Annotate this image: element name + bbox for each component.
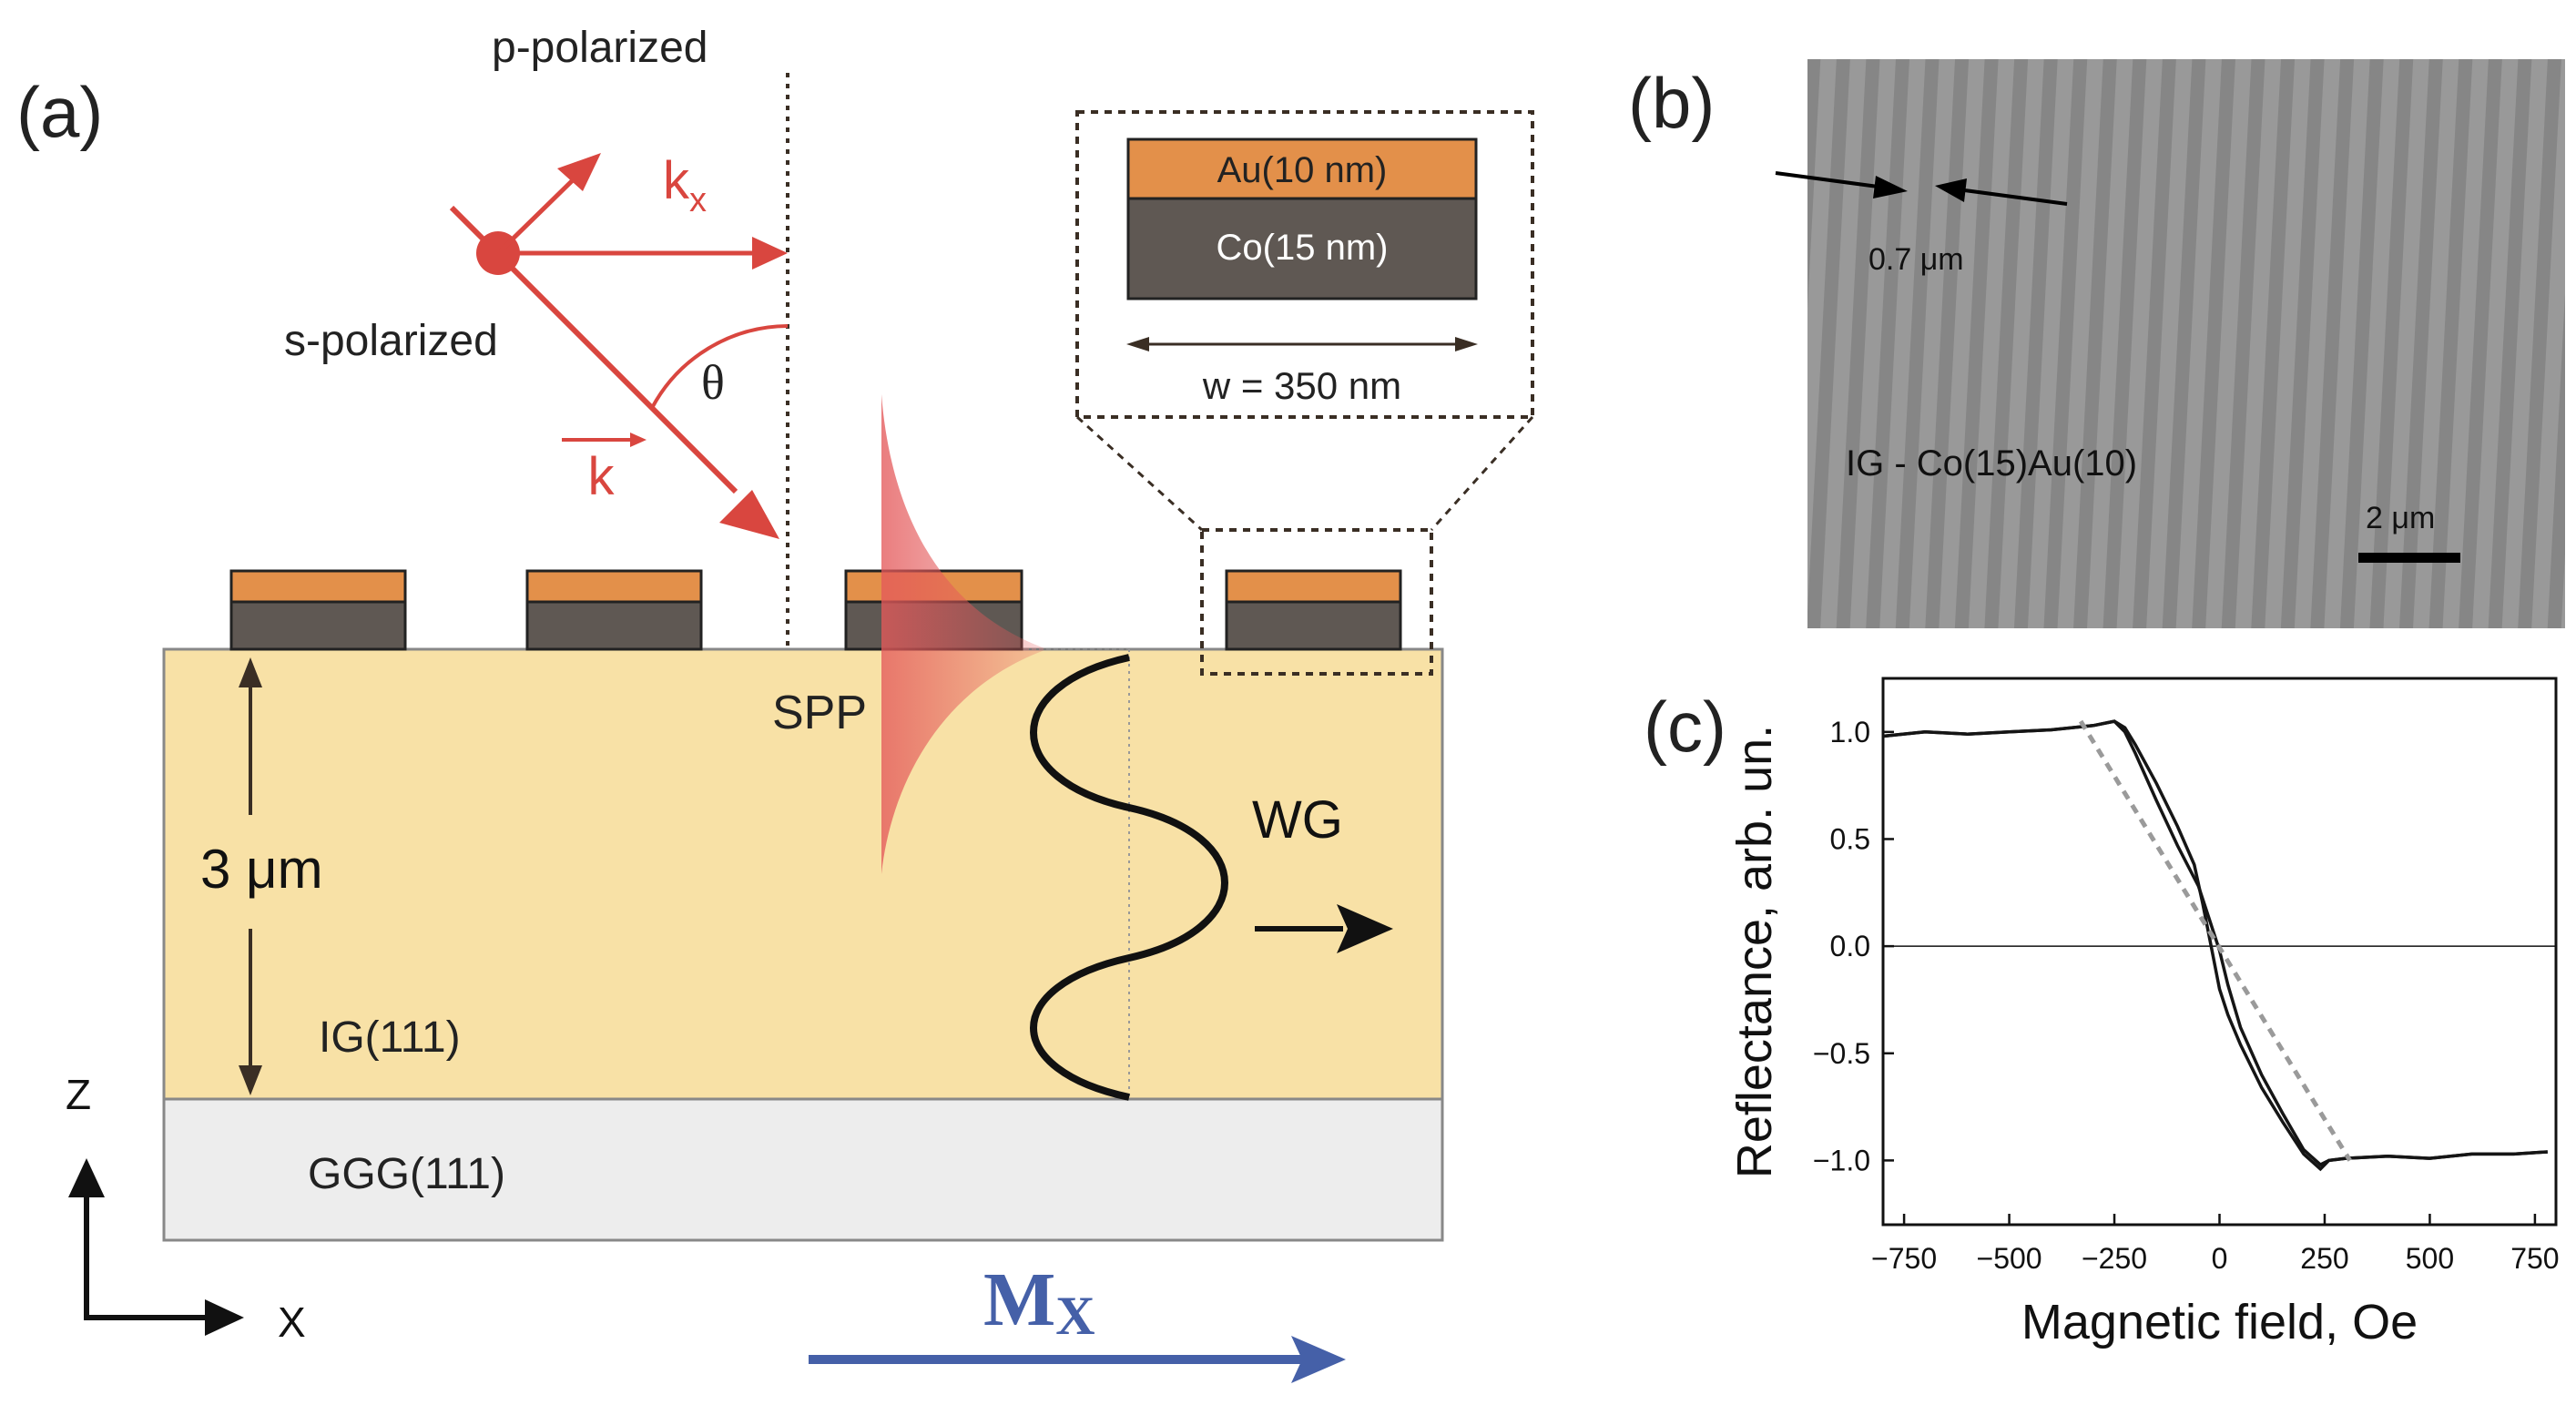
sem-sample-label: IG - Co(15)Au(10) [1846,443,2137,484]
kx-arrow-head [752,237,788,270]
zoom-line-left [1077,417,1202,530]
co-layer-label: Co(15 nm) [1217,228,1389,268]
x-tick-label: 750 [2510,1242,2559,1275]
field-vector [498,175,578,253]
x-tick-label: 0 [2212,1242,2228,1275]
thickness-label: 3 μm [200,839,323,900]
width-arrow-left [1126,337,1149,351]
p-polarized-label: p-polarized [492,24,708,72]
k-vector-overbar-head [630,433,647,447]
theta-label: θ [701,355,725,410]
k-vector-label: k [588,447,616,506]
panel-b: (b) 0.7 μm IG - Co(15)Au(10) 2 μm [1628,59,2565,628]
z-axis-head [68,1158,105,1197]
panel-a: (a) SPP WG [16,24,1532,1383]
y-tick-label: 0.0 [1830,930,1870,962]
scalebar [2358,553,2460,563]
y-tick-label: 1.0 [1830,716,1870,748]
x-tick-label: −750 [1871,1242,1937,1275]
series-line [1883,721,2548,1169]
s-polarized-label: s-polarized [284,317,498,365]
series-line [1883,721,2548,1165]
au-layer-label: Au(10 nm) [1217,150,1388,190]
spp-label: SPP [772,687,867,739]
kx-label: kx [663,151,707,219]
stripe [231,571,405,649]
magnetization-label: MX [983,1257,1095,1346]
x-axis-label: X [278,1298,306,1346]
x-axis-head [205,1299,244,1336]
reflectance-chart: −750 −500 −250 0 250 500 750 1.0 0.5 0.0 −0.5 −1.0 M… [1727,678,2560,1349]
x-tick-label: −250 [2082,1242,2147,1275]
x-tick-label: 500 [2406,1242,2454,1275]
stripe [1227,571,1400,649]
incident-k-arrow-head [719,490,779,539]
panel-a-label: (a) [16,72,103,152]
y-tick-label: 0.5 [1830,822,1870,855]
y-tick-label: −0.5 [1813,1037,1870,1070]
period-label: 0.7 μm [1868,242,1964,277]
y-axis-title: Reflectance, arb. un. [1727,725,1782,1178]
x-tick-label: 250 [2300,1242,2348,1275]
x-tick-label: −500 [1977,1242,2042,1275]
width-arrow-right [1455,337,1478,351]
wg-label: WG [1252,790,1343,850]
y-tick-label: −1.0 [1813,1144,1870,1176]
panel-c-label: (c) [1644,687,1726,767]
x-axis-title: Magnetic field, Oe [2021,1295,2418,1349]
z-axis-label: Z [66,1071,91,1118]
panel-b-label: (b) [1628,63,1715,143]
scalebar-label: 2 μm [2366,501,2435,535]
ig-layer-label: IG(111) [319,1013,461,1062]
ggg-layer-label: GGG(111) [308,1150,505,1198]
field-vector-head [557,153,601,191]
zoom-line-right [1431,417,1532,530]
width-label: w = 350 nm [1202,364,1401,407]
stripe [527,571,701,649]
sem-image [1807,59,2565,628]
